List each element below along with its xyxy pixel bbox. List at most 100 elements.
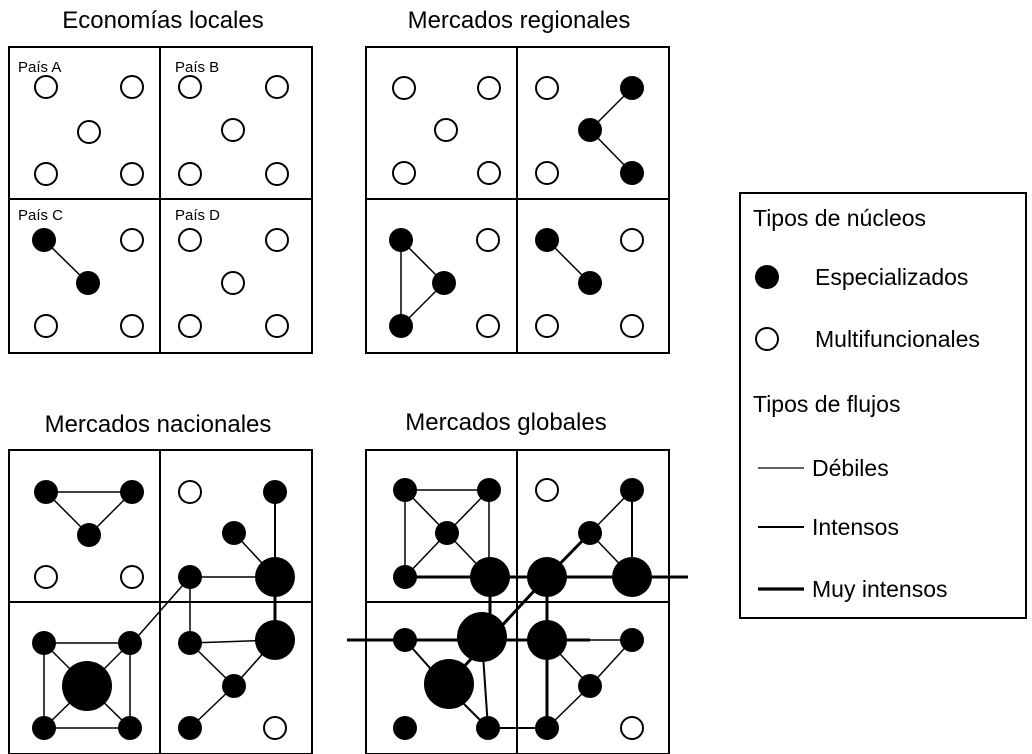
multifunctional-node: [120, 75, 144, 99]
large-specialized-node: [255, 557, 295, 597]
specialized-node: [178, 716, 202, 740]
panel-global-markets: [347, 449, 688, 754]
weak-flow: [131, 576, 191, 644]
panel-title-national: Mercados nacionales: [45, 411, 272, 438]
large-specialized-node: [470, 557, 510, 597]
specialized-node: [389, 228, 413, 252]
multifunctional-node: [178, 228, 202, 252]
multifunctional-node: [477, 161, 501, 185]
specialized-node: [76, 271, 100, 295]
legend: Tipos de núcleos Especializados Multifun…: [739, 192, 1027, 619]
specialized-node: [389, 314, 413, 338]
multifunctional-node: [34, 314, 58, 338]
multifunctional-node: [535, 314, 559, 338]
metropolis-node: [457, 612, 507, 662]
specialized-node: [578, 521, 602, 545]
specialized-node: [578, 118, 602, 142]
multifunctional-node: [178, 480, 202, 504]
panel-title-global: Mercados globales: [405, 409, 606, 436]
specialized-node: [620, 628, 644, 652]
large-specialized-node: [612, 557, 652, 597]
specialized-node: [535, 228, 559, 252]
specialized-node: [32, 631, 56, 655]
country-label-b: País B: [175, 59, 219, 76]
multifunctional-node: [34, 162, 58, 186]
specialized-node: [620, 161, 644, 185]
panel-local-economies: [8, 46, 313, 354]
specialized-node: [432, 271, 456, 295]
specialized-node: [263, 480, 287, 504]
specialized-node: [118, 716, 142, 740]
multifunctional-node: [77, 120, 101, 144]
multifunctional-node: [265, 162, 289, 186]
multifunctional-node: [392, 161, 416, 185]
multifunctional-node: [620, 716, 644, 740]
panel-regional-markets: [365, 46, 670, 354]
multifunctional-node: [476, 314, 500, 338]
multifunctional-node: [265, 75, 289, 99]
specialized-node: [120, 480, 144, 504]
specialized-node: [477, 478, 501, 502]
specialized-node: [77, 523, 101, 547]
multifunctional-node: [476, 228, 500, 252]
multifunctional-node: [120, 565, 144, 589]
large-specialized-node: [527, 557, 567, 597]
specialized-node: [620, 76, 644, 100]
country-label-c: País C: [18, 207, 63, 224]
specialized-node: [32, 716, 56, 740]
specialized-node: [178, 631, 202, 655]
specialized-node: [578, 271, 602, 295]
multifunctional-node: [477, 76, 501, 100]
multifunctional-node: [178, 314, 202, 338]
multifunctional-node: [178, 75, 202, 99]
multifunctional-node: [620, 314, 644, 338]
specialized-node: [178, 565, 202, 589]
multifunctional-node: [265, 228, 289, 252]
multifunctional-node: [178, 162, 202, 186]
multifunctional-node: [34, 75, 58, 99]
legend-intense-label: Intensos: [812, 514, 899, 540]
multifunctional-node: [120, 228, 144, 252]
multifunctional-node: [263, 716, 287, 740]
metropolis-node: [62, 661, 112, 711]
weak-flow-square: [43, 642, 131, 729]
multifunctional-node: [265, 314, 289, 338]
multifunctional-node: [221, 271, 245, 295]
legend-very-intense-label: Muy intensos: [812, 576, 948, 602]
legend-flows-heading: Tipos de flujos: [753, 391, 900, 417]
multifunctional-node: [34, 565, 58, 589]
legend-multifunctional-label: Multifuncionales: [815, 326, 980, 352]
panel-national-markets: [8, 449, 313, 754]
legend-weak-label: Débiles: [812, 455, 889, 481]
specialized-node: [393, 478, 417, 502]
country-label-a: País A: [18, 59, 61, 76]
specialized-node: [476, 716, 500, 740]
specialized-node: [578, 674, 602, 698]
multifunctional-node: [392, 76, 416, 100]
legend-specialized-symbol: [755, 265, 779, 289]
panel-title-local: Economías locales: [62, 7, 263, 34]
specialized-node: [393, 628, 417, 652]
legend-frame: [739, 192, 1027, 619]
specialized-node: [222, 674, 246, 698]
legend-nodes-heading: Tipos de núcleos: [753, 205, 926, 231]
specialized-node: [393, 565, 417, 589]
specialized-node: [435, 521, 459, 545]
weak-flow-square: [404, 489, 490, 578]
multifunctional-node: [221, 118, 245, 142]
specialized-node: [620, 478, 644, 502]
legend-specialized-label: Especializados: [815, 264, 968, 290]
large-specialized-node: [255, 620, 295, 660]
specialized-node: [32, 228, 56, 252]
multifunctional-node: [120, 162, 144, 186]
multifunctional-node: [535, 161, 559, 185]
multifunctional-node: [120, 314, 144, 338]
multifunctional-node: [434, 118, 458, 142]
multifunctional-node: [620, 228, 644, 252]
specialized-node: [535, 716, 559, 740]
large-specialized-node: [527, 620, 567, 660]
specialized-node: [118, 631, 142, 655]
specialized-node: [222, 521, 246, 545]
specialized-node: [393, 716, 417, 740]
country-label-d: País D: [175, 207, 220, 224]
